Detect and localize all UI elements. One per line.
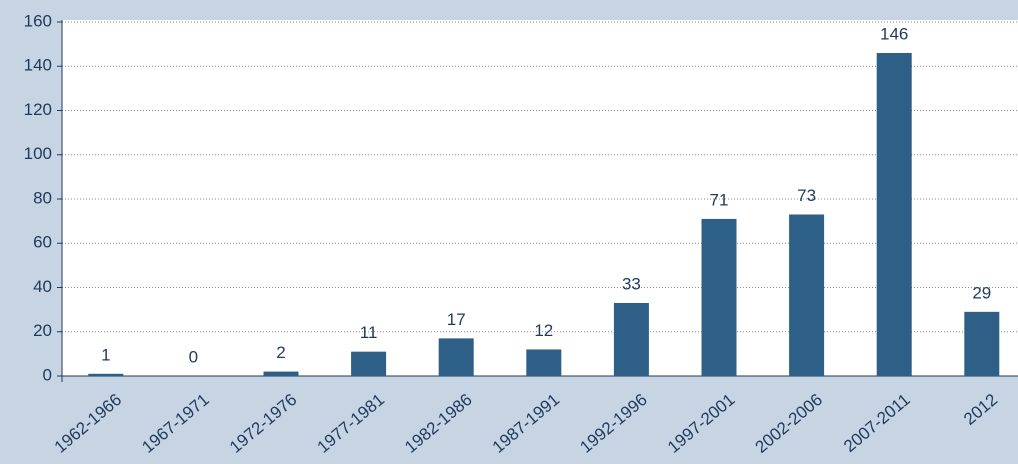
data-label: 12	[534, 321, 553, 340]
data-label: 2	[276, 343, 285, 362]
data-label: 73	[797, 186, 816, 205]
y-tick-label: 140	[24, 56, 52, 75]
y-tick-label: 20	[33, 321, 52, 340]
y-tick-label: 0	[43, 365, 52, 384]
data-label: 71	[710, 190, 729, 209]
bar	[613, 302, 649, 376]
data-label: 1	[101, 345, 110, 364]
bar	[701, 218, 737, 376]
plot-area	[62, 20, 1018, 376]
data-label: 29	[972, 283, 991, 302]
y-tick-label: 60	[33, 233, 52, 252]
bar	[88, 373, 124, 376]
bar	[351, 351, 387, 376]
y-tick-label: 80	[33, 188, 52, 207]
bar	[964, 311, 1000, 376]
data-label: 146	[880, 24, 908, 43]
data-label: 11	[360, 323, 378, 342]
data-label: 17	[447, 310, 466, 329]
data-label: 33	[622, 274, 641, 293]
y-tick-label: 160	[24, 11, 52, 30]
y-tick-label: 40	[33, 277, 52, 296]
bar	[789, 214, 825, 376]
bar	[438, 338, 474, 376]
bar	[263, 371, 299, 376]
y-tick-label: 100	[24, 144, 52, 163]
bar	[876, 52, 912, 376]
data-label: 0	[189, 347, 198, 366]
y-tick-label: 120	[24, 100, 52, 119]
bar	[526, 349, 562, 376]
